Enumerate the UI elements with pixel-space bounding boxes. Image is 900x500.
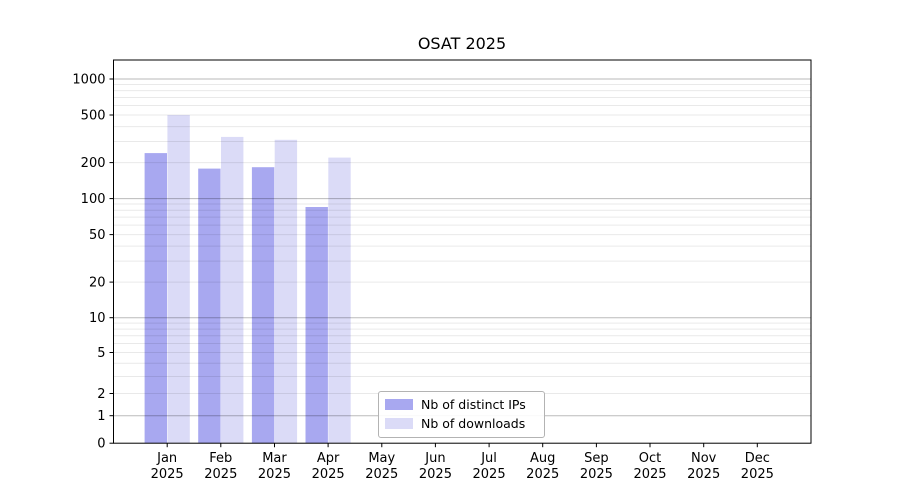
y-tick-label: 20: [89, 276, 106, 291]
x-tick-label-month: Aug: [530, 451, 555, 466]
x-tick-label-month: Jun: [424, 451, 445, 466]
y-tick-label: 200: [81, 156, 106, 171]
legend: Nb of distinct IPs Nb of downloads: [378, 391, 545, 438]
x-tick-label-year: 2025: [526, 467, 559, 482]
x-tick-label-year: 2025: [580, 467, 613, 482]
bar-nb-of-downloads-apr: [328, 157, 351, 444]
x-tick-label-year: 2025: [365, 467, 398, 482]
x-tick-label-year: 2025: [204, 467, 237, 482]
x-tick-label-month: Feb: [209, 451, 232, 466]
x-tick-label-year: 2025: [151, 467, 184, 482]
y-tick-label: 500: [81, 108, 106, 123]
bar-nb-of-downloads-jan: [167, 115, 190, 444]
legend-swatch-distinct-ips-icon: [385, 399, 413, 410]
y-tick-label: 100: [81, 192, 106, 207]
x-tick-label-month: Jan: [156, 451, 177, 466]
bar-nb-of-downloads-feb: [221, 136, 244, 444]
bar-nb-of-distinct-ips-feb: [198, 168, 221, 444]
y-tick-label: 2: [97, 387, 105, 402]
x-tick-label-month: Mar: [262, 451, 287, 466]
x-tick-label-month: May: [368, 451, 395, 466]
x-tick-label-month: Sep: [584, 451, 609, 466]
legend-swatch-downloads-icon: [385, 418, 413, 429]
x-tick-label-month: Jul: [480, 451, 497, 466]
x-tick-label-month: Nov: [691, 451, 717, 466]
chart-title: OSAT 2025: [417, 34, 507, 53]
x-tick-label-year: 2025: [687, 467, 720, 482]
x-tick-label-year: 2025: [473, 467, 506, 482]
x-tick-label-year: 2025: [419, 467, 452, 482]
bar-nb-of-distinct-ips-jan: [144, 153, 167, 444]
y-tick-label: 0: [97, 437, 105, 452]
x-tick-label-month: Apr: [317, 451, 340, 466]
x-tick-label-month: Dec: [745, 451, 770, 466]
x-tick-label-month: Oct: [639, 451, 661, 466]
legend-item: Nb of downloads: [385, 416, 535, 431]
bar-nb-of-distinct-ips-mar: [251, 167, 275, 444]
bar-nb-of-distinct-ips-apr: [305, 207, 328, 444]
y-tick-label: 10: [89, 311, 106, 326]
x-tick-label-year: 2025: [312, 467, 345, 482]
x-tick-label-year: 2025: [633, 467, 666, 482]
x-tick-label-year: 2025: [741, 467, 774, 482]
legend-label: Nb of distinct IPs: [421, 397, 526, 412]
plot-frame: [113, 59, 812, 444]
y-tick-label: 1: [97, 409, 105, 424]
bar-nb-of-downloads-mar: [274, 139, 298, 444]
legend-label: Nb of downloads: [421, 416, 526, 431]
legend-item: Nb of distinct IPs: [385, 397, 535, 412]
y-tick-label: 1000: [72, 73, 105, 88]
y-tick-label: 50: [89, 228, 106, 243]
x-tick-label-year: 2025: [258, 467, 291, 482]
y-tick-label: 5: [97, 346, 105, 361]
